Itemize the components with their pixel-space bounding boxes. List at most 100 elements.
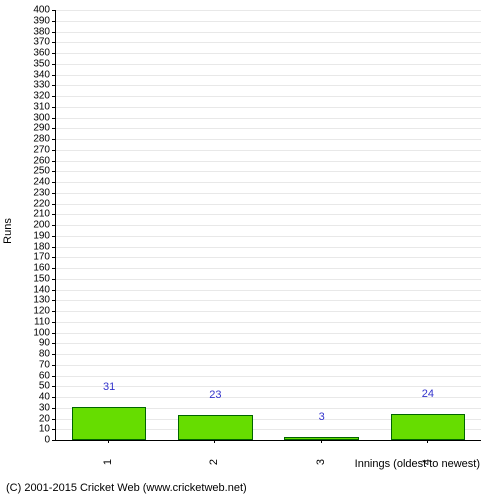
y-tick-label: 260: [25, 155, 50, 166]
y-tick-mark: [52, 322, 55, 323]
grid-line: [56, 354, 481, 355]
y-tick-label: 300: [25, 112, 50, 123]
y-tick-mark: [52, 150, 55, 151]
grid-line: [56, 311, 481, 312]
y-tick-mark: [52, 397, 55, 398]
grid-line: [56, 279, 481, 280]
x-tick-mark: [214, 440, 215, 443]
y-tick-label: 330: [25, 80, 50, 91]
grid-line: [56, 322, 481, 323]
y-tick-label: 50: [25, 381, 50, 392]
grid-line: [56, 171, 481, 172]
bar: [284, 437, 358, 440]
grid-line: [56, 118, 481, 119]
x-tick-mark: [108, 440, 109, 443]
y-tick-mark: [52, 419, 55, 420]
x-tick-mark: [427, 440, 428, 443]
grid-line: [56, 204, 481, 205]
y-tick-mark: [52, 257, 55, 258]
y-tick-label: 100: [25, 327, 50, 338]
y-tick-label: 370: [25, 37, 50, 48]
x-tick-label: 1: [102, 459, 114, 465]
grid-line: [56, 343, 481, 344]
y-tick-label: 250: [25, 166, 50, 177]
y-tick-mark: [52, 290, 55, 291]
y-tick-mark: [52, 96, 55, 97]
y-tick-label: 220: [25, 198, 50, 209]
bar: [391, 414, 465, 440]
grid-line: [56, 300, 481, 301]
grid-line: [56, 32, 481, 33]
y-tick-mark: [52, 32, 55, 33]
y-tick-mark: [52, 354, 55, 355]
grid-line: [56, 193, 481, 194]
y-tick-label: 230: [25, 187, 50, 198]
y-tick-mark: [52, 268, 55, 269]
grid-line: [56, 21, 481, 22]
y-tick-mark: [52, 429, 55, 430]
grid-line: [56, 182, 481, 183]
x-tick-label: 2: [208, 459, 220, 465]
grid-line: [56, 10, 481, 11]
grid-line: [56, 236, 481, 237]
y-tick-label: 90: [25, 338, 50, 349]
grid-line: [56, 64, 481, 65]
y-tick-label: 30: [25, 402, 50, 413]
bar-value-label: 3: [319, 411, 325, 423]
y-tick-label: 70: [25, 359, 50, 370]
y-tick-mark: [52, 85, 55, 86]
y-tick-mark: [52, 107, 55, 108]
grid-line: [56, 161, 481, 162]
grid-line: [56, 42, 481, 43]
y-tick-label: 160: [25, 263, 50, 274]
grid-line: [56, 290, 481, 291]
grid-line: [56, 225, 481, 226]
y-tick-mark: [52, 365, 55, 366]
bar: [72, 407, 146, 440]
y-tick-mark: [52, 376, 55, 377]
y-tick-label: 210: [25, 209, 50, 220]
y-tick-label: 360: [25, 48, 50, 59]
x-tick-mark: [321, 440, 322, 443]
bar-value-label: 31: [103, 381, 115, 393]
grid-line: [56, 247, 481, 248]
y-tick-label: 200: [25, 220, 50, 231]
y-tick-label: 170: [25, 252, 50, 263]
grid-line: [56, 214, 481, 215]
y-tick-mark: [52, 53, 55, 54]
y-tick-label: 280: [25, 134, 50, 145]
grid-line: [56, 75, 481, 76]
chart-container: 3123324 Runs Innings (oldest to newest) …: [0, 0, 500, 500]
y-tick-mark: [52, 225, 55, 226]
x-axis-label: Innings (oldest to newest): [355, 458, 480, 470]
y-tick-label: 130: [25, 295, 50, 306]
bar-value-label: 24: [422, 388, 434, 400]
y-tick-label: 310: [25, 101, 50, 112]
grid-line: [56, 150, 481, 151]
y-tick-mark: [52, 182, 55, 183]
grid-line: [56, 96, 481, 97]
grid-line: [56, 376, 481, 377]
grid-line: [56, 257, 481, 258]
y-tick-mark: [52, 21, 55, 22]
y-tick-mark: [52, 386, 55, 387]
grid-line: [56, 85, 481, 86]
y-tick-label: 340: [25, 69, 50, 80]
y-tick-label: 60: [25, 370, 50, 381]
y-tick-label: 110: [25, 316, 50, 327]
y-tick-mark: [52, 171, 55, 172]
y-tick-mark: [52, 42, 55, 43]
grid-line: [56, 53, 481, 54]
y-tick-mark: [52, 311, 55, 312]
y-tick-label: 390: [25, 15, 50, 26]
y-tick-mark: [52, 204, 55, 205]
y-tick-mark: [52, 300, 55, 301]
y-tick-mark: [52, 64, 55, 65]
y-tick-mark: [52, 279, 55, 280]
grid-line: [56, 333, 481, 334]
y-tick-mark: [52, 343, 55, 344]
grid-line: [56, 139, 481, 140]
grid-line: [56, 128, 481, 129]
y-tick-mark: [52, 128, 55, 129]
y-tick-label: 180: [25, 241, 50, 252]
